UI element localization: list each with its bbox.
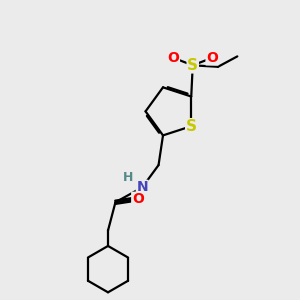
Text: N: N — [136, 180, 148, 194]
Text: O: O — [206, 51, 218, 65]
Text: S: S — [186, 119, 197, 134]
Text: O: O — [132, 192, 144, 206]
Text: H: H — [123, 171, 133, 184]
Text: O: O — [167, 51, 179, 65]
Text: S: S — [187, 58, 198, 73]
